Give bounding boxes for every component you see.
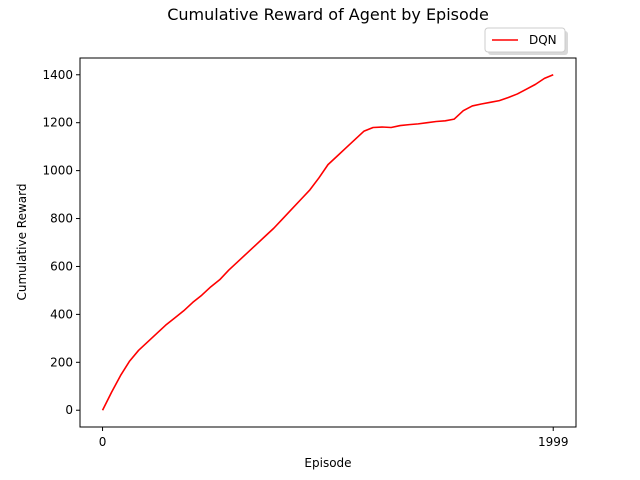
legend-label-dqn: DQN (529, 33, 557, 47)
y-tick-label: 1400 (42, 68, 73, 82)
y-tick-label: 1000 (42, 164, 73, 178)
chart-title: Cumulative Reward of Agent by Episode (167, 5, 489, 24)
y-tick-label: 600 (50, 259, 73, 273)
y-tick-label: 0 (65, 403, 73, 417)
y-tick-label: 400 (50, 307, 73, 321)
y-tick-label: 200 (50, 355, 73, 369)
x-axis: 0 1999 (99, 427, 569, 449)
x-tick-label: 1999 (538, 435, 569, 449)
y-axis-label: Cumulative Reward (15, 184, 29, 301)
y-tick-label: 800 (50, 212, 73, 226)
x-axis-label: Episode (304, 456, 351, 470)
y-axis: 0 200 400 600 800 1000 1200 1400 (42, 68, 80, 417)
series-line-dqn (101, 74, 554, 411)
plot-area (79, 57, 577, 428)
legend-box (484, 27, 566, 53)
y-tick-label: 1200 (42, 116, 73, 130)
legend: DQN (484, 27, 568, 55)
x-tick-label: 0 (99, 435, 107, 449)
